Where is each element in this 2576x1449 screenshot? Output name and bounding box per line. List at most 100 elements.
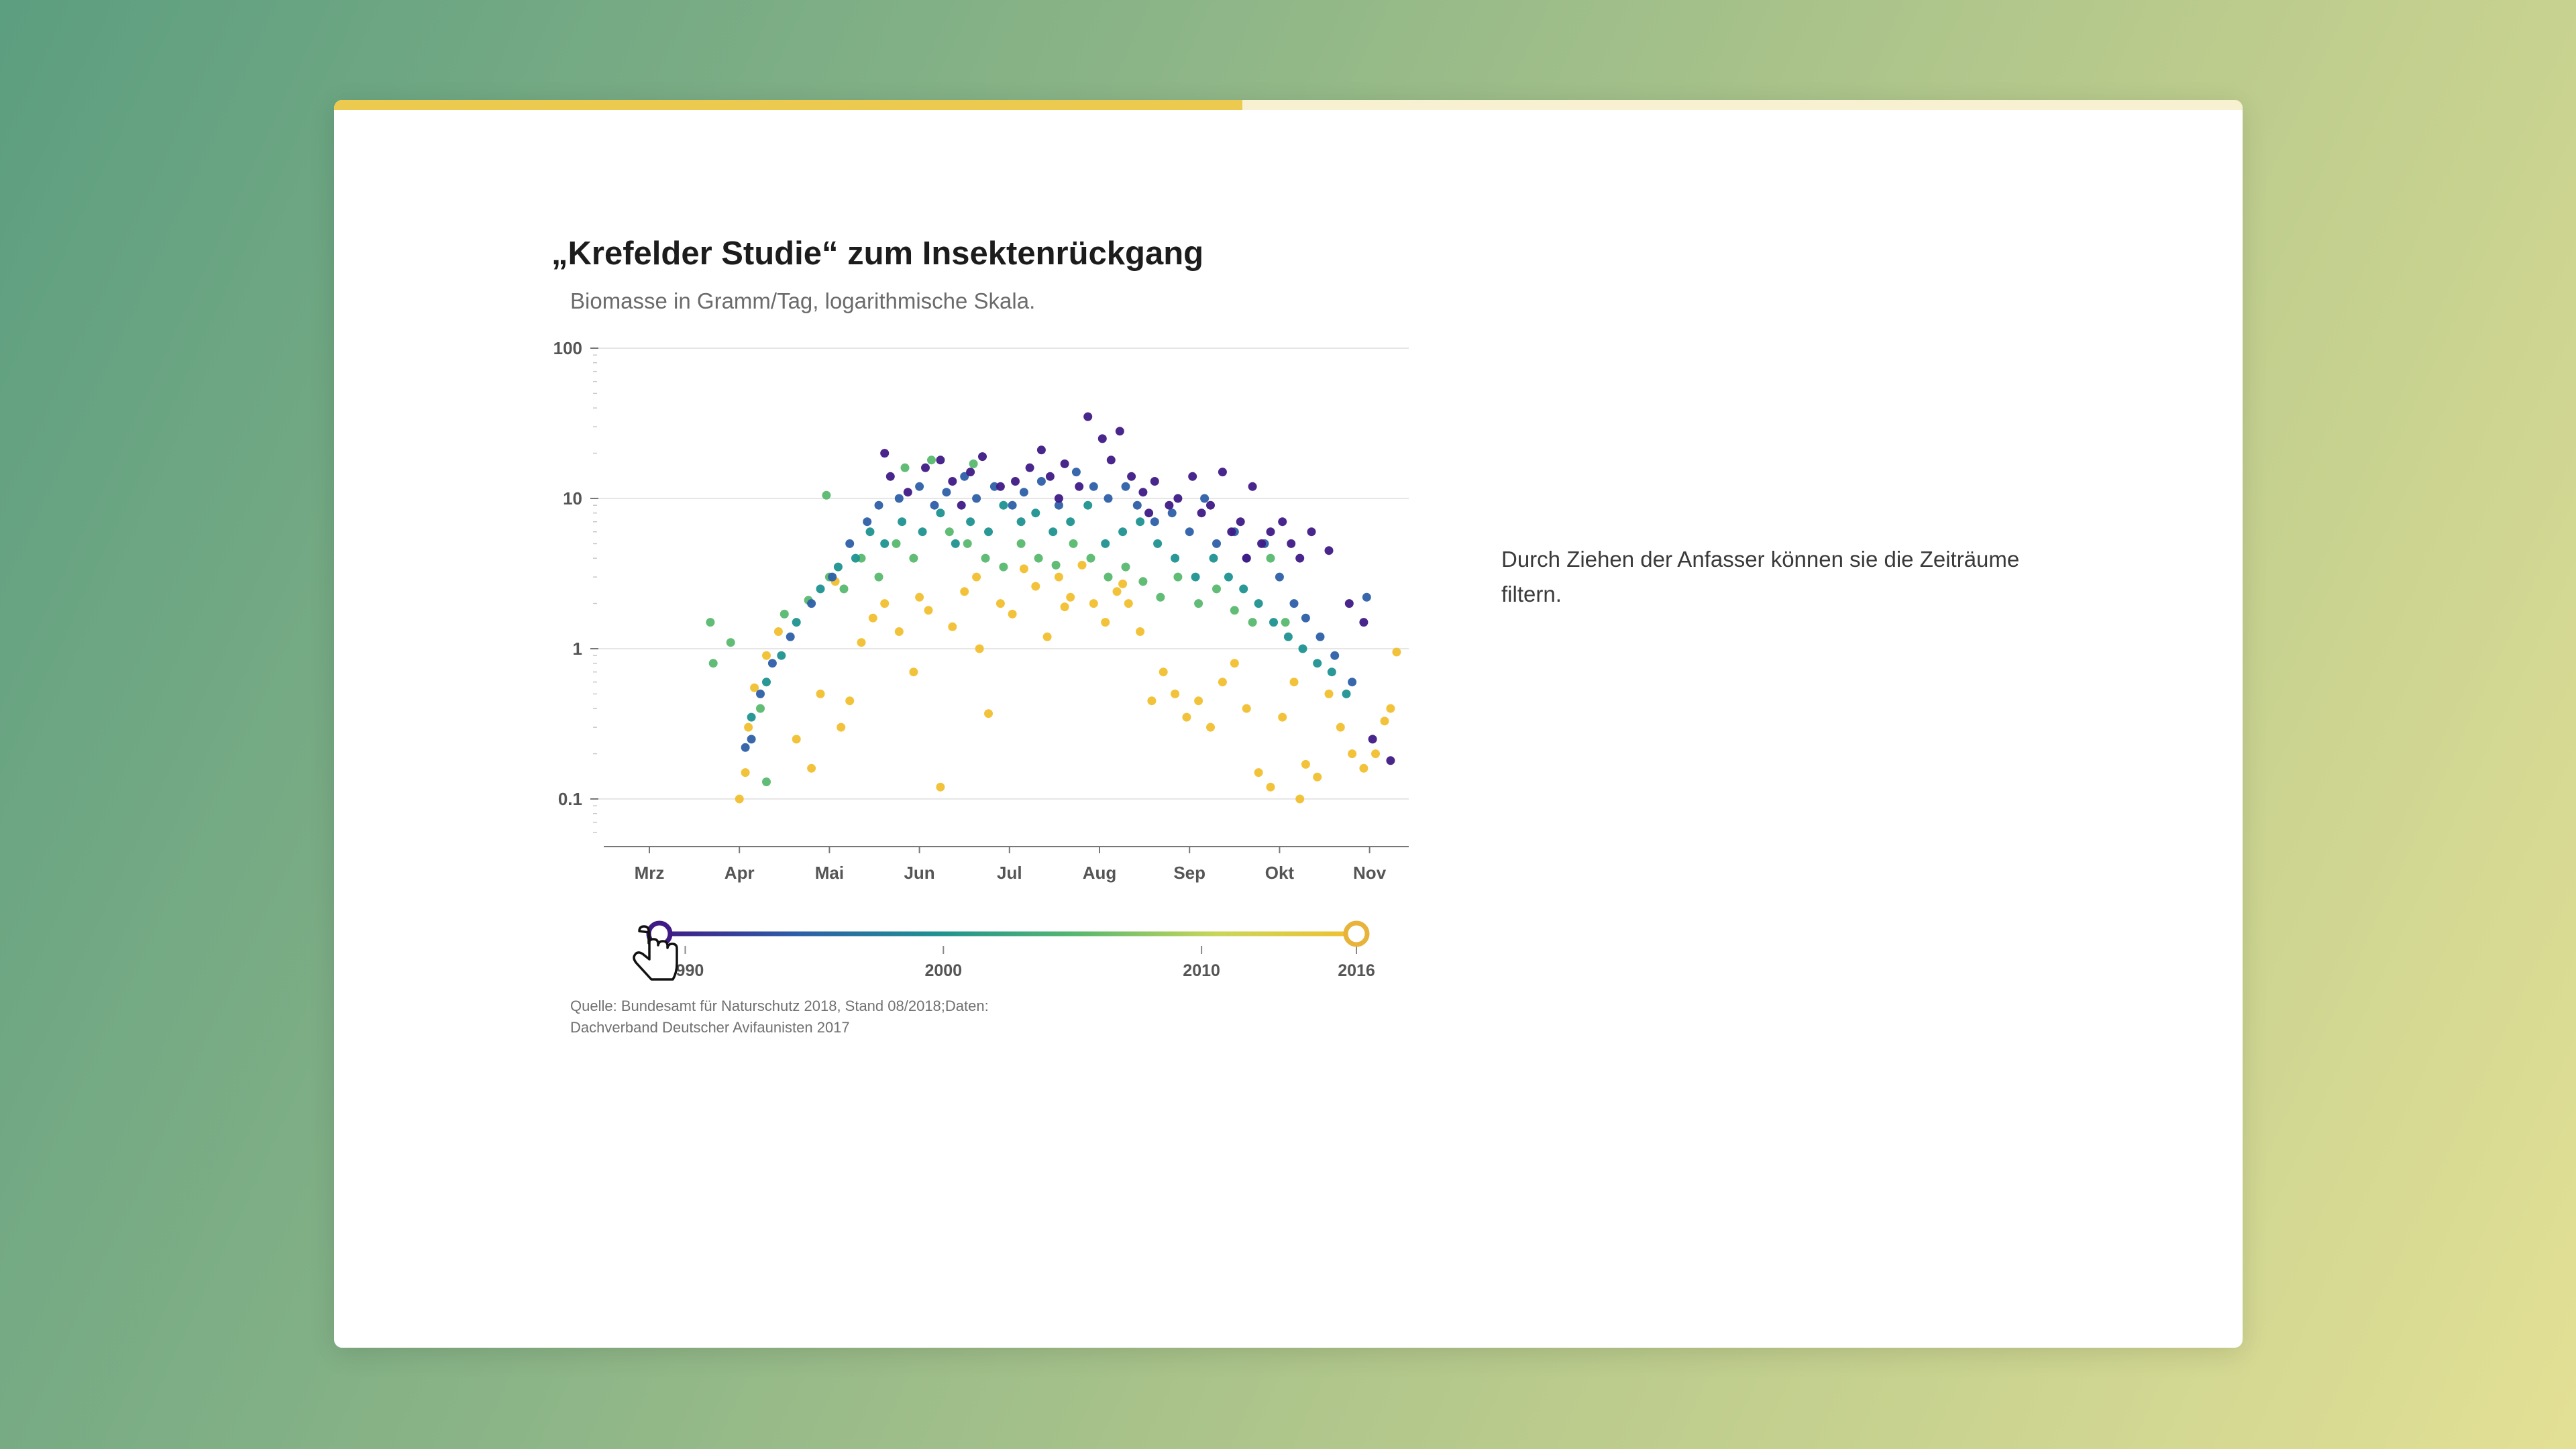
- data-point: [989, 482, 999, 491]
- data-point: [744, 722, 753, 732]
- progress-track: [334, 100, 2243, 110]
- data-point: [1188, 472, 1197, 481]
- slider-track[interactable]: [659, 931, 1356, 936]
- y-tick-label: 0.1: [558, 789, 582, 809]
- slider-handle-end[interactable]: [1343, 920, 1370, 947]
- data-point: [1316, 632, 1325, 641]
- data-point: [741, 768, 750, 777]
- data-point: [1371, 749, 1380, 759]
- data-point: [1034, 553, 1043, 563]
- progress-fill: [334, 100, 1243, 110]
- data-point: [948, 477, 957, 486]
- data-point: [984, 709, 993, 718]
- x-tick-label: Mrz: [635, 863, 665, 883]
- data-point: [984, 527, 993, 537]
- chart-title: „Krefelder Studie“ zum Insektenrückgang: [551, 235, 1204, 272]
- data-point: [747, 712, 756, 722]
- data-point: [1239, 584, 1248, 594]
- data-point: [960, 472, 969, 481]
- instruction-text: Durch Ziehen der Anfasser können sie die…: [1501, 547, 2020, 606]
- data-point: [1167, 508, 1177, 518]
- data-point: [1011, 477, 1020, 486]
- data-point: [1019, 488, 1028, 497]
- data-point: [1206, 500, 1215, 510]
- data-point: [1386, 704, 1395, 713]
- data-point: [1060, 459, 1069, 468]
- data-point: [756, 704, 765, 713]
- data-point: [999, 500, 1008, 510]
- data-point: [1066, 592, 1075, 602]
- data-point: [880, 539, 890, 548]
- data-point: [1173, 572, 1183, 582]
- data-point: [1016, 539, 1026, 548]
- data-point: [1104, 572, 1113, 582]
- data-point: [1083, 412, 1093, 421]
- data-point: [1086, 553, 1095, 563]
- data-point: [1324, 689, 1334, 698]
- data-point: [915, 482, 924, 491]
- data-point: [1106, 455, 1116, 465]
- data-point: [1307, 527, 1316, 537]
- data-point: [1153, 539, 1163, 548]
- data-point: [1301, 613, 1310, 623]
- data-point: [975, 644, 984, 653]
- data-point: [1083, 500, 1093, 510]
- data-point: [828, 572, 837, 582]
- data-point: [762, 777, 771, 786]
- data-point: [918, 527, 927, 537]
- data-point: [735, 794, 744, 804]
- data-point: [726, 638, 735, 647]
- data-point: [1049, 527, 1058, 537]
- data-point: [865, 527, 875, 537]
- data-point: [1348, 749, 1357, 759]
- data-point: [915, 592, 924, 602]
- data-point: [1045, 472, 1055, 481]
- slider-tick-label: 2016: [1338, 961, 1375, 980]
- data-point: [966, 468, 975, 477]
- data-point: [773, 627, 783, 636]
- x-tick-label: Aug: [1083, 863, 1117, 883]
- data-point: [1283, 632, 1293, 641]
- x-tick-label: Apr: [724, 863, 755, 883]
- data-point: [1278, 712, 1287, 722]
- data-point: [1124, 599, 1133, 608]
- data-point: [807, 763, 816, 773]
- data-point: [1182, 712, 1191, 722]
- data-point: [1042, 632, 1052, 641]
- data-point: [1242, 704, 1251, 713]
- hand-cursor-icon: [633, 925, 678, 981]
- data-point: [1104, 494, 1113, 503]
- story-card: [334, 100, 2243, 1348]
- data-point: [1097, 434, 1107, 443]
- data-point: [1224, 572, 1233, 582]
- data-point: [880, 449, 890, 458]
- data-point: [1159, 667, 1168, 677]
- data-point: [1266, 553, 1275, 563]
- data-point: [1289, 599, 1299, 608]
- data-point: [708, 659, 718, 668]
- data-point: [927, 455, 936, 465]
- data-point: [762, 678, 771, 687]
- source-note: Quelle: Bundesamt für Naturschutz 2018, …: [570, 998, 989, 1036]
- data-point: [894, 494, 904, 503]
- data-point: [900, 463, 910, 472]
- data-point: [1344, 599, 1354, 608]
- data-point: [863, 517, 872, 527]
- data-point: [1380, 716, 1389, 726]
- data-point: [1227, 527, 1236, 537]
- data-point: [1289, 678, 1299, 687]
- slider-tick-label: 2000: [924, 961, 962, 980]
- data-point: [762, 651, 771, 660]
- data-point: [741, 743, 750, 752]
- data-point: [1194, 599, 1203, 608]
- data-point: [750, 683, 759, 692]
- data-point: [996, 482, 1005, 491]
- data-point: [1101, 539, 1110, 548]
- data-point: [780, 609, 789, 619]
- data-point: [833, 562, 843, 572]
- data-point: [948, 622, 957, 631]
- data-point: [1136, 627, 1145, 636]
- data-point: [969, 459, 978, 468]
- data-point: [892, 539, 901, 548]
- data-point: [1171, 689, 1180, 698]
